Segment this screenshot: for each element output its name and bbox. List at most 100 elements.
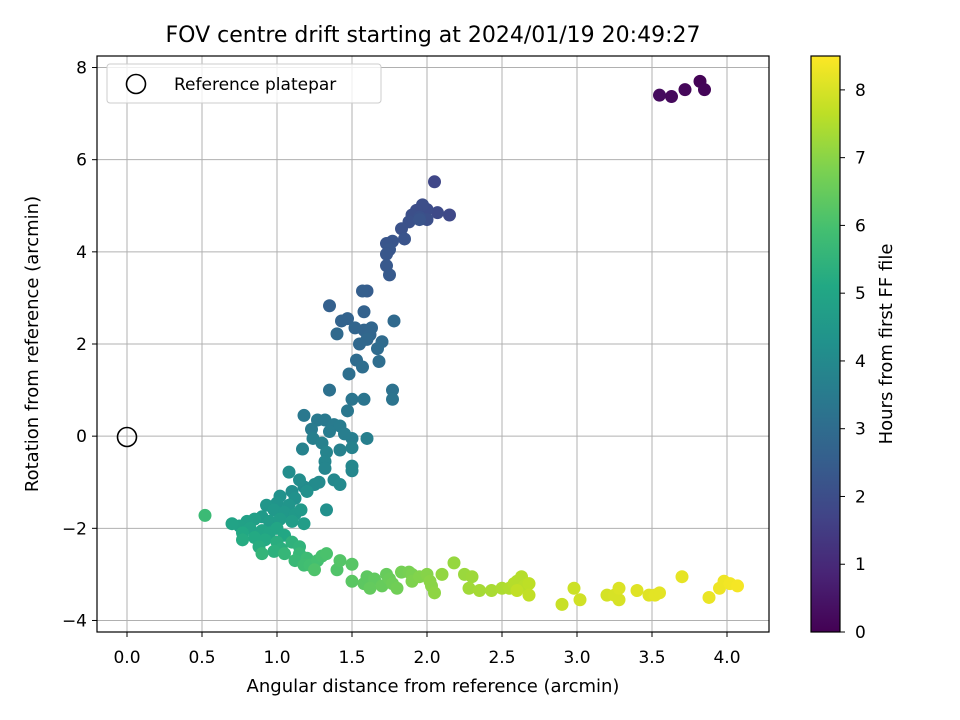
colorbar-tick-label: 0 — [855, 623, 866, 643]
colorbar-tick-label: 3 — [855, 420, 866, 440]
data-point — [342, 367, 356, 381]
y-tick-label: 4 — [76, 243, 87, 263]
data-point — [308, 563, 321, 577]
data-point — [345, 431, 359, 445]
data-point — [390, 581, 404, 595]
data-point — [573, 593, 587, 607]
data-point — [465, 570, 479, 584]
data-point — [255, 547, 269, 561]
data-point — [297, 408, 311, 422]
data-point — [278, 547, 291, 561]
data-point — [371, 342, 384, 356]
data-point — [485, 584, 498, 598]
colorbar-label: Hours from first FF file — [876, 244, 897, 445]
data-points — [198, 74, 744, 611]
data-point — [653, 586, 666, 600]
data-point — [267, 544, 281, 558]
colorbar-tick-label: 2 — [855, 487, 866, 507]
data-point — [323, 425, 336, 439]
data-point — [395, 222, 408, 236]
x-axis-ticks: 0.0 0.5 1.0 1.5 2.0 2.5 3.0 3.5 4.0 — [113, 632, 741, 668]
data-point — [431, 206, 444, 220]
data-point — [345, 557, 359, 571]
y-tick-label: 6 — [76, 151, 87, 171]
x-axis-label: Angular distance from reference (arcmin) — [247, 676, 620, 697]
data-point — [330, 327, 344, 341]
data-point — [356, 284, 369, 298]
y-tick-label: −2 — [62, 519, 87, 539]
x-tick-label: 2.0 — [413, 648, 440, 668]
x-tick-label: 3.0 — [563, 648, 590, 668]
data-point — [297, 517, 311, 531]
data-point — [653, 88, 666, 102]
data-point — [567, 581, 581, 595]
data-point — [630, 584, 644, 598]
data-point — [345, 574, 359, 588]
y-axis-label: Rotation from reference (arcmin) — [22, 196, 43, 492]
data-point — [447, 556, 461, 570]
legend: Reference platepar — [106, 63, 382, 104]
data-point — [522, 577, 536, 591]
data-point — [333, 554, 347, 568]
data-point — [435, 567, 449, 581]
x-tick-label: 0.5 — [188, 648, 215, 668]
y-axis-ticks: −4 −2 0 2 4 6 8 — [62, 59, 97, 631]
data-point — [293, 473, 306, 487]
colorbar-tick-label: 5 — [855, 284, 866, 304]
data-point — [345, 464, 359, 478]
data-point — [300, 484, 314, 498]
x-tick-label: 1.5 — [338, 648, 365, 668]
data-point — [555, 597, 569, 611]
data-point — [267, 503, 281, 517]
legend-label: Reference platepar — [174, 75, 336, 95]
data-point — [510, 584, 524, 598]
grid-lines — [97, 56, 769, 632]
data-point — [386, 383, 399, 397]
data-point — [285, 514, 299, 528]
legend-marker — [125, 73, 147, 95]
chart-title: FOV centre drift starting at 2024/01/19 … — [166, 23, 701, 48]
data-point — [413, 213, 426, 227]
colorbar: 0 1 2 3 4 5 6 7 8 Hours from first FF file — [810, 55, 897, 643]
data-point — [387, 314, 401, 328]
data-point — [731, 579, 744, 593]
data-point — [333, 443, 347, 457]
reference-platepar-marker — [116, 426, 138, 448]
data-point — [357, 392, 371, 406]
data-point — [612, 581, 626, 595]
colorbar-tick-label: 7 — [855, 149, 866, 169]
data-point — [225, 517, 239, 531]
data-point — [353, 337, 366, 351]
data-point — [335, 314, 348, 328]
data-point — [236, 533, 249, 547]
data-point — [678, 83, 692, 97]
data-point — [380, 247, 393, 261]
data-point — [318, 461, 332, 475]
x-tick-label: 2.5 — [488, 648, 515, 668]
colorbar-ticks: 0 1 2 3 4 5 6 7 8 — [840, 81, 866, 643]
data-point — [698, 83, 711, 97]
data-point — [345, 441, 359, 455]
data-point — [341, 404, 354, 418]
data-point — [345, 392, 359, 406]
data-point — [398, 232, 411, 246]
data-point — [282, 465, 296, 479]
data-point — [363, 581, 377, 595]
data-point — [294, 503, 308, 517]
y-tick-label: 8 — [76, 59, 87, 79]
colorbar-tick-label: 6 — [855, 216, 866, 236]
colorbar-tick-label: 8 — [855, 81, 866, 101]
data-point — [357, 305, 371, 319]
data-point — [665, 90, 678, 104]
data-point — [675, 570, 689, 584]
data-point — [320, 503, 333, 517]
data-point — [462, 581, 476, 595]
data-point — [428, 175, 441, 189]
data-point — [323, 299, 336, 313]
y-tick-label: 2 — [76, 335, 87, 355]
data-point — [198, 508, 212, 522]
data-point — [473, 584, 486, 598]
data-point — [296, 442, 309, 456]
colorbar-tick-label: 1 — [855, 555, 866, 575]
